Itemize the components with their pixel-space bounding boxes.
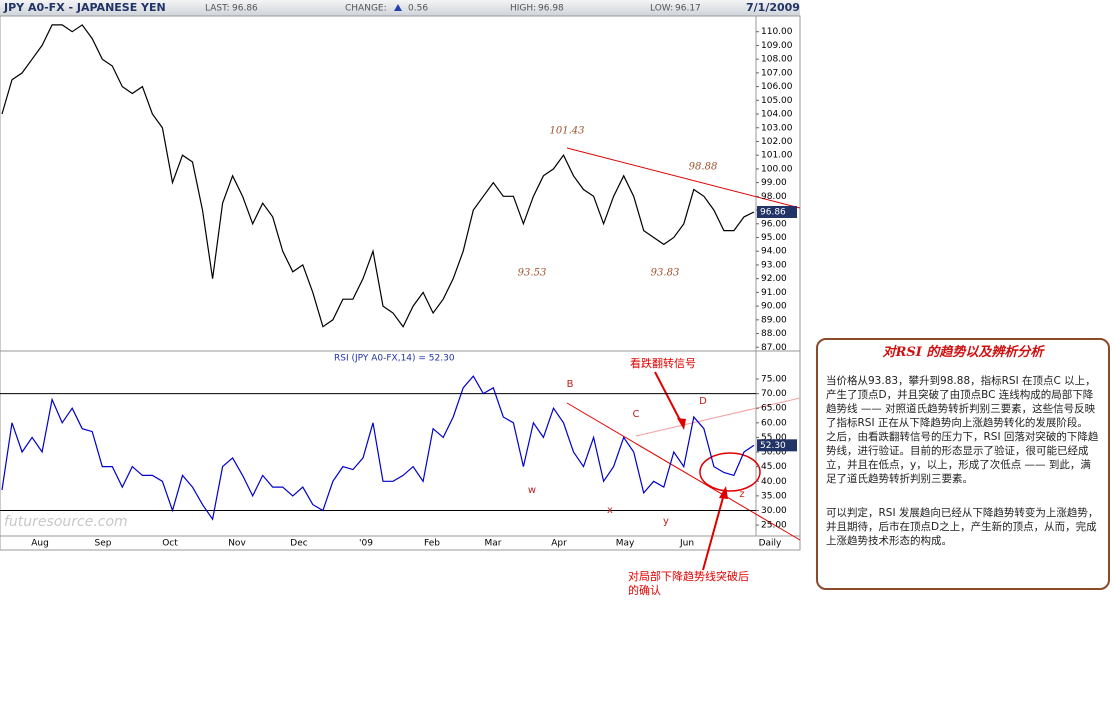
watermark: futuresource.com xyxy=(4,514,128,530)
high: 96.98 xyxy=(538,4,564,14)
x-tick-label: '09 xyxy=(359,539,373,549)
rsi-title: RSI (JPY A0-FX,14) = 52.30 xyxy=(334,354,455,364)
paragraph: 当价格从93.83，攀升到98.88，指标RSI 在顶点C 以上，产生了顶点D，… xyxy=(826,375,1096,429)
confirm-label: 的确认 xyxy=(628,583,661,597)
y-tick-label: 70.00 xyxy=(761,389,787,399)
x-tick-label: Sep xyxy=(95,539,112,549)
last-value: 96.86 xyxy=(760,207,786,217)
x-tick-label: Oct xyxy=(162,539,178,549)
y-tick-label: 88.00 xyxy=(761,329,787,339)
y-tick-label: 93.00 xyxy=(761,260,787,270)
price-annotation: 93.83 xyxy=(651,268,680,279)
rsi-annotation: w xyxy=(528,485,536,496)
y-tick-label: 105.00 xyxy=(761,96,793,106)
y-tick-label: 110.00 xyxy=(761,27,793,37)
y-tick-label: 102.00 xyxy=(761,137,793,147)
y-tick-label: 99.00 xyxy=(761,178,787,188)
y-tick-label: 103.00 xyxy=(761,123,793,133)
x-tick-label: Daily xyxy=(759,539,782,549)
rsi-annotation: y xyxy=(663,516,669,527)
box-title: 对RSI 的趋势以及辨析分析 xyxy=(882,345,1044,360)
low: 96.17 xyxy=(675,4,701,14)
last-value-box xyxy=(757,439,797,452)
up-arrow xyxy=(394,4,402,11)
confirm-label: 对局部下降趋势线突破后 xyxy=(628,569,749,583)
confirm-arrow xyxy=(702,493,725,571)
rsi-annotation: C xyxy=(633,409,640,420)
y-tick-label: 87.00 xyxy=(761,343,787,353)
y-tick-label: 91.00 xyxy=(761,288,787,298)
last-value-box xyxy=(757,205,797,218)
rsi-trendline-b xyxy=(566,402,801,541)
y-tick-label: 60.00 xyxy=(761,418,787,428)
signal-label: 看跌翻转信号 xyxy=(630,356,696,370)
y-tick-label: 30.00 xyxy=(761,506,787,516)
price-annotation: 98.88 xyxy=(689,162,718,173)
price-annotation: 93.53 xyxy=(518,268,547,279)
high-label: HIGH: xyxy=(510,4,536,14)
paragraph: 之后，由看跌翻转信号的压力下，RSI 回落对突破的下降趋势线，进行验证。目前的形… xyxy=(826,431,1099,485)
frame xyxy=(0,15,801,551)
price-trendline xyxy=(566,147,801,209)
x-tick-label: Feb xyxy=(424,539,440,549)
rsi-annotation: D xyxy=(699,396,707,407)
last-label: LAST: xyxy=(205,4,230,14)
signal-arrowhead xyxy=(677,418,686,430)
x-tick-label: Mar xyxy=(485,539,502,549)
y-tick-label: 108.00 xyxy=(761,55,793,65)
last: 96.86 xyxy=(232,4,258,14)
line-series xyxy=(1,24,755,328)
symbol: JPY A0-FX - JAPANESE YEN xyxy=(3,1,166,14)
y-tick-label: 95.00 xyxy=(761,233,787,243)
x-tick-label: Nov xyxy=(228,539,246,549)
rsi-annotation: B xyxy=(567,379,574,390)
confirm-arrowhead xyxy=(719,486,728,499)
change: 0.56 xyxy=(408,4,428,14)
y-tick-label: 100.00 xyxy=(761,164,793,174)
y-tick-label: 101.00 xyxy=(761,151,793,161)
y-tick-label: 96.00 xyxy=(761,219,787,229)
signal-arrow xyxy=(654,371,683,425)
y-tick-label: 90.00 xyxy=(761,302,787,312)
y-tick-label: 40.00 xyxy=(761,477,787,487)
y-tick-label: 106.00 xyxy=(761,82,793,92)
date: 7/1/2009 xyxy=(746,1,800,14)
y-tick-label: 98.00 xyxy=(761,192,787,202)
x-tick-label: Dec xyxy=(290,539,307,549)
change-label: CHANGE: xyxy=(345,4,387,14)
x-tick-label: Jun xyxy=(679,539,694,549)
line-series xyxy=(1,375,755,521)
y-tick-label: 50.00 xyxy=(761,448,787,458)
y-tick-label: 104.00 xyxy=(761,110,793,120)
y-tick-label: 75.00 xyxy=(761,375,787,385)
rsi-annotation: z xyxy=(739,489,744,500)
x-tick-label: May xyxy=(616,539,635,549)
y-tick-label: 25.00 xyxy=(761,521,787,531)
paragraph: 可以判定，RSI 发展趋向已经从下降趋势转变为上涨趋势，并且期待，后市在顶点D之… xyxy=(826,507,1099,547)
y-tick-label: 94.00 xyxy=(761,247,787,257)
last-value: 52.30 xyxy=(760,441,786,451)
analysis-box: 对RSI 的趋势以及辨析分析 当价格从93.83，攀升到98.88，指标RSI … xyxy=(816,338,1110,590)
price-annotation: 101.43 xyxy=(550,126,585,137)
rsi-annotation: x xyxy=(607,505,613,516)
x-tick-label: Aug xyxy=(31,539,49,549)
y-tick-label: 89.00 xyxy=(761,315,787,325)
rsi-trendline-c xyxy=(635,397,801,437)
highlight-ellipse xyxy=(699,452,761,492)
y-tick-label: 55.00 xyxy=(761,433,787,443)
low-label: LOW: xyxy=(650,4,673,14)
y-tick-label: 109.00 xyxy=(761,41,793,51)
y-tick-label: 45.00 xyxy=(761,462,787,472)
y-tick-label: 107.00 xyxy=(761,68,793,78)
y-tick-label: 35.00 xyxy=(761,491,787,501)
x-tick-label: Apr xyxy=(551,539,567,549)
y-tick-label: 65.00 xyxy=(761,404,787,414)
y-tick-label: 92.00 xyxy=(761,274,787,284)
